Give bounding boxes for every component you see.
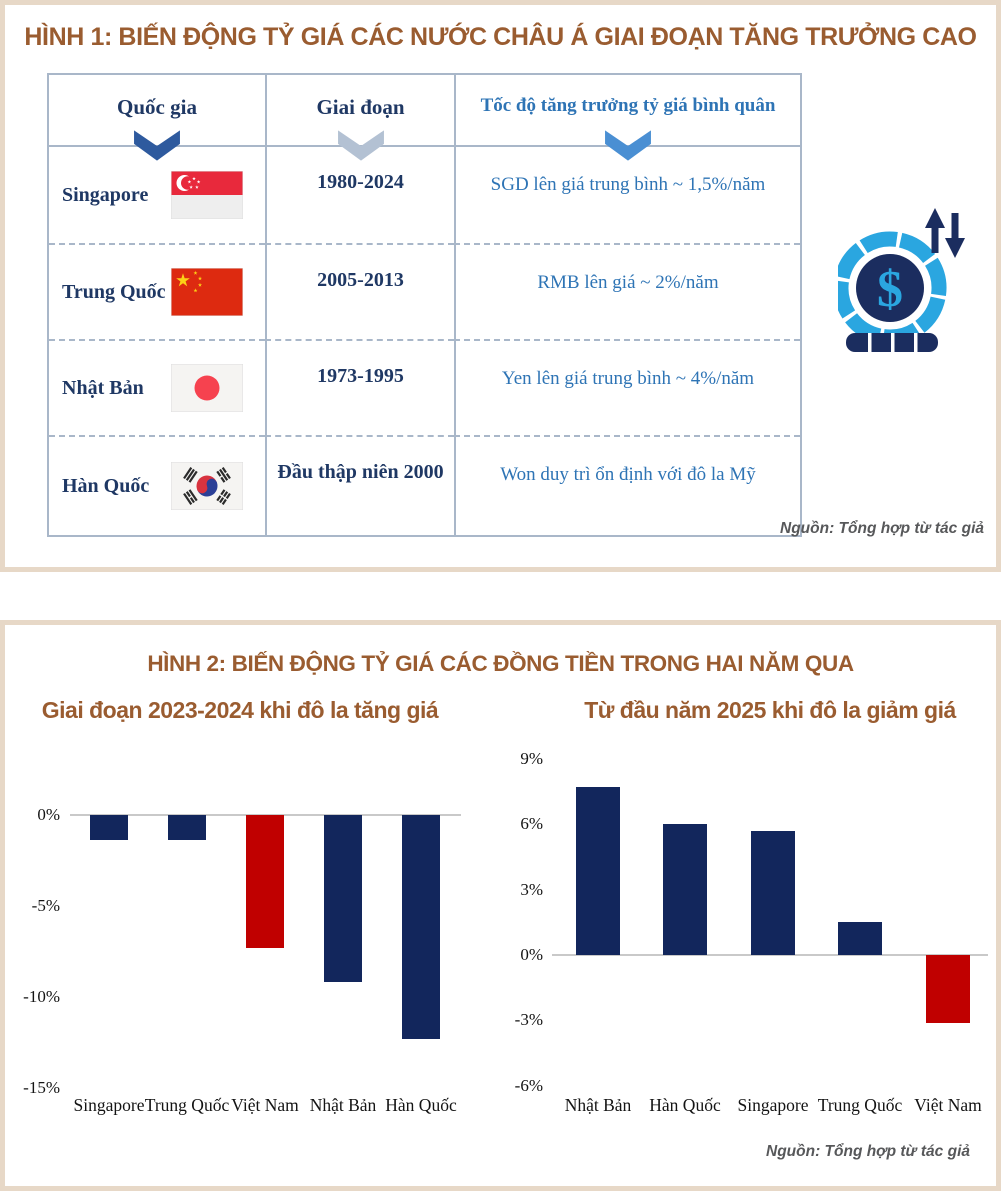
bar-Việt Nam — [926, 955, 970, 1023]
table-row-singapore-country: Singapore — [49, 147, 265, 243]
bar-Hàn Quốc — [402, 815, 440, 1039]
bar-chart-2023-2024: 0% -5% -10% -15% Singapore Trung Quốc Việt Nam… — [20, 740, 490, 1120]
figure1-source-note: Nguồn: Tổng hợp từ tác giả — [780, 520, 984, 537]
south-korea-flag-icon — [170, 461, 244, 511]
x-category-label: Hàn Quốc — [385, 1095, 457, 1115]
bar-Trung Quốc — [838, 922, 882, 955]
table-header-country: Quốc gia — [49, 75, 265, 161]
singapore-flag-icon — [170, 170, 244, 220]
left-chart-title: Giai đoạn 2023-2024 khi đô la tăng giá — [41, 697, 439, 723]
y-tick-label: 9% — [520, 749, 543, 768]
table-row-china-growth: RMB lên giá ~ 2%/năm — [454, 243, 800, 339]
chevron-down-icon — [604, 130, 652, 162]
bar-Nhật Bản — [324, 815, 362, 982]
dollar-coin-up-down-arrows-icon: $ — [833, 197, 970, 365]
y-tick-label: -10% — [23, 987, 60, 1006]
bar-Việt Nam — [246, 815, 284, 948]
x-axis-line — [552, 954, 988, 956]
figure1-title: HÌNH 1: BIẾN ĐỘNG TỶ GIÁ CÁC NƯỚC CHÂU Á… — [24, 23, 977, 51]
bar-Nhật Bản — [576, 787, 620, 955]
x-category-label: Việt Nam — [231, 1095, 299, 1115]
bar-Singapore — [90, 815, 128, 840]
table-header-country-label: Quốc gia — [117, 95, 197, 119]
bar-Trung Quốc — [168, 815, 206, 840]
x-category-label: Singapore — [737, 1095, 809, 1115]
figure1-panel: HÌNH 1: BIẾN ĐỘNG TỶ GIÁ CÁC NƯỚC CHÂU Á… — [0, 0, 1001, 572]
y-tick-label: 6% — [520, 814, 543, 833]
y-tick-label: -5% — [31, 896, 60, 915]
chevron-down-icon — [133, 130, 181, 162]
y-tick-label: -3% — [514, 1010, 543, 1029]
country-label: Nhật Bản — [62, 376, 144, 399]
svg-text:$: $ — [877, 261, 903, 318]
right-chart-title: Từ đầu năm 2025 khi đô la giảm giá — [584, 697, 956, 723]
x-category-label: Việt Nam — [914, 1095, 982, 1115]
table-header-period: Giai đoạn — [265, 75, 454, 161]
table-row-japan-growth: Yen lên giá trung bình ~ 4%/năm — [454, 339, 800, 435]
figure2-title: HÌNH 2: BIẾN ĐỘNG TỶ GIÁ CÁC ĐỒNG TIỀN T… — [147, 651, 854, 676]
figure2-source-note: Nguồn: Tổng hợp từ tác giả — [766, 1143, 970, 1160]
table-row-korea-growth: Won duy trì ổn định với đô la Mỹ — [454, 435, 800, 535]
table-row-singapore-growth: SGD lên giá trung bình ~ 1,5%/năm — [454, 147, 800, 243]
country-label: Hàn Quốc — [62, 474, 150, 497]
chevron-down-icon — [337, 130, 385, 162]
table-header-growth: Tốc độ tăng trưởng tỷ giá bình quân — [454, 75, 800, 161]
y-tick-label: 0% — [37, 805, 60, 824]
table-header-period-label: Giai đoạn — [316, 95, 405, 119]
table-row-japan-period: 1973-1995 — [265, 339, 454, 435]
x-category-label: Singapore — [73, 1095, 145, 1115]
y-tick-label: -15% — [23, 1078, 60, 1097]
japan-flag-icon — [170, 363, 244, 413]
table-row-singapore-period: 1980-2024 — [265, 147, 454, 243]
x-category-label: Nhật Bản — [564, 1095, 632, 1115]
y-tick-label: 0% — [520, 945, 543, 964]
x-category-label: Trung Quốc — [144, 1095, 230, 1115]
x-category-label: Trung Quốc — [817, 1095, 903, 1115]
exchange-rate-table: Quốc gia Giai đoạn Tốc độ tăng trưởng tỷ… — [47, 73, 802, 537]
table-row-korea-period: Đầu thập niên 2000 — [265, 435, 454, 535]
y-tick-label: -6% — [514, 1076, 543, 1095]
figure2-panel: HÌNH 2: BIẾN ĐỘNG TỶ GIÁ CÁC ĐỒNG TIỀN T… — [0, 620, 1001, 1191]
table-header-growth-label: Tốc độ tăng trưởng tỷ giá bình quân — [480, 95, 776, 116]
country-label: Trung Quốc — [62, 280, 166, 303]
bar-Hàn Quốc — [663, 824, 707, 955]
bar-Singapore — [751, 831, 795, 955]
table-row-japan-country: Nhật Bản — [49, 339, 265, 435]
country-label: Singapore — [62, 183, 149, 206]
china-flag-icon — [170, 267, 244, 317]
y-tick-label: 3% — [520, 880, 543, 899]
x-category-label: Nhật Bản — [309, 1095, 377, 1115]
table-row-china-country: Trung Quốc — [49, 243, 265, 339]
bar-chart-2025: 9% 6% 3% 0% -3% -6% Nhật Bản Hàn Quốc Singapore T… — [505, 740, 995, 1120]
x-category-label: Hàn Quốc — [649, 1095, 721, 1115]
table-row-china-period: 2005-2013 — [265, 243, 454, 339]
table-row-korea-country: Hàn Quốc — [49, 435, 265, 535]
